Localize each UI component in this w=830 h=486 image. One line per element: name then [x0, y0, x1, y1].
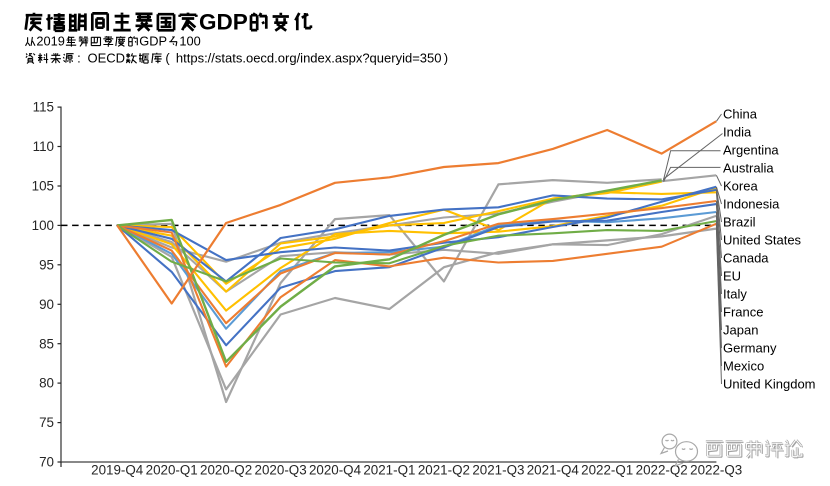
svg-text:Germany: Germany — [723, 341, 777, 356]
svg-text:https://stats.oecd.org/index.a: https://stats.oecd.org/index.aspx?queryi… — [176, 51, 442, 66]
svg-text:GDP: GDP — [199, 9, 248, 34]
svg-text:2020-Q2: 2020-Q2 — [200, 463, 252, 478]
svg-text:2021-Q4: 2021-Q4 — [527, 463, 580, 478]
svg-text:Brazil: Brazil — [723, 215, 756, 230]
svg-text:GDP: GDP — [139, 34, 167, 49]
svg-text:2021-Q3: 2021-Q3 — [472, 463, 524, 478]
svg-text:Japan: Japan — [723, 323, 758, 338]
svg-text:Korea: Korea — [723, 179, 758, 194]
svg-text:France: France — [723, 305, 763, 320]
svg-text:2020-Q4: 2020-Q4 — [309, 463, 362, 478]
svg-text:2019-Q4: 2019-Q4 — [91, 463, 144, 478]
svg-text:(: ( — [165, 51, 170, 66]
svg-text::: : — [77, 51, 81, 66]
svg-text:115: 115 — [33, 100, 54, 115]
svg-text:2022-Q1: 2022-Q1 — [581, 463, 633, 478]
svg-text:110: 110 — [33, 139, 54, 154]
svg-text:70: 70 — [39, 455, 54, 470]
svg-text:Australia: Australia — [723, 161, 774, 176]
svg-text:95: 95 — [39, 257, 54, 272]
svg-text:): ) — [444, 51, 448, 66]
svg-text:2020-Q3: 2020-Q3 — [255, 463, 307, 478]
svg-text:China: China — [723, 107, 758, 122]
svg-text:2021-Q2: 2021-Q2 — [418, 463, 470, 478]
svg-text:105: 105 — [32, 179, 54, 194]
svg-text:Argentina: Argentina — [723, 143, 779, 158]
svg-text:United Kingdom: United Kingdom — [723, 377, 816, 392]
svg-text:United States: United States — [723, 233, 802, 248]
svg-text:100: 100 — [179, 34, 200, 49]
svg-text:2020-Q1: 2020-Q1 — [146, 463, 198, 478]
svg-text:2019: 2019 — [36, 34, 64, 49]
svg-text:EU: EU — [723, 269, 741, 284]
svg-text:Italy: Italy — [723, 287, 747, 302]
svg-text:Canada: Canada — [723, 251, 769, 266]
svg-text:OECD: OECD — [88, 51, 126, 66]
svg-text:90: 90 — [39, 297, 54, 312]
svg-text:2021-Q1: 2021-Q1 — [363, 463, 415, 478]
svg-text:Indonesia: Indonesia — [723, 197, 780, 212]
svg-text:Mexico: Mexico — [723, 359, 764, 374]
svg-text:India: India — [723, 125, 752, 140]
svg-text:80: 80 — [39, 376, 54, 391]
svg-text:85: 85 — [39, 336, 54, 351]
svg-text:100: 100 — [32, 218, 54, 233]
svg-text:2022-Q3: 2022-Q3 — [690, 463, 742, 478]
svg-text:75: 75 — [39, 415, 54, 430]
